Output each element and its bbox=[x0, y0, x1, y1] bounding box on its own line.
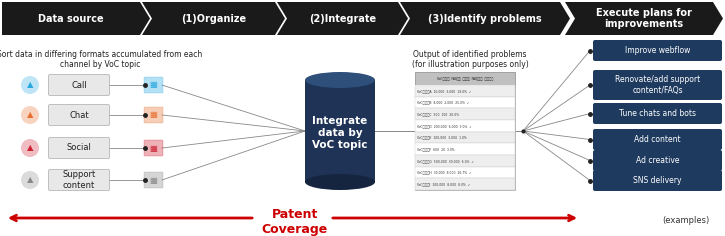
Polygon shape bbox=[565, 2, 723, 35]
Text: Chat: Chat bbox=[69, 110, 88, 119]
Text: VoCトピックB  8,000  2,000  25.0%  ✓: VoCトピックB 8,000 2,000 25.0% ✓ bbox=[417, 101, 469, 105]
Ellipse shape bbox=[305, 72, 375, 88]
Text: Patent
Coverage: Patent Coverage bbox=[262, 208, 328, 236]
Polygon shape bbox=[400, 2, 570, 35]
Text: (3)Identify problems: (3)Identify problems bbox=[428, 13, 542, 24]
Polygon shape bbox=[277, 2, 408, 35]
Text: Ad creative: Ad creative bbox=[636, 156, 679, 165]
FancyBboxPatch shape bbox=[49, 169, 109, 190]
FancyBboxPatch shape bbox=[144, 77, 163, 93]
Text: VoCトピックE  100,000  3,000  1.0%: VoCトピックE 100,000 3,000 1.0% bbox=[417, 135, 467, 139]
Text: ▦: ▦ bbox=[149, 80, 157, 89]
FancyBboxPatch shape bbox=[415, 120, 515, 132]
Polygon shape bbox=[142, 2, 285, 35]
FancyBboxPatch shape bbox=[415, 85, 515, 97]
Text: (examples): (examples) bbox=[663, 216, 710, 225]
Text: SNS delivery: SNS delivery bbox=[633, 176, 681, 185]
Text: ▲: ▲ bbox=[27, 143, 33, 152]
Text: Integrate
data by
VoC topic: Integrate data by VoC topic bbox=[312, 116, 368, 150]
Text: Execute plans for
improvements: Execute plans for improvements bbox=[596, 8, 692, 29]
Text: ▦: ▦ bbox=[149, 176, 157, 185]
Text: (2)Integrate: (2)Integrate bbox=[309, 13, 376, 24]
FancyBboxPatch shape bbox=[144, 172, 163, 188]
FancyBboxPatch shape bbox=[415, 132, 515, 143]
Text: Sort data in differing formats accumulated from each
channel by VoC topic: Sort data in differing formats accumulat… bbox=[0, 50, 202, 69]
Circle shape bbox=[21, 139, 39, 157]
Text: VoCトピックC  500  100  20.0%: VoCトピックC 500 100 20.0% bbox=[417, 112, 459, 116]
Text: VoCトピックD  200,000  6,000  3.0%  ✓: VoCトピックD 200,000 6,000 3.0% ✓ bbox=[417, 124, 472, 128]
Text: Add content: Add content bbox=[634, 135, 681, 144]
FancyBboxPatch shape bbox=[415, 108, 515, 120]
FancyBboxPatch shape bbox=[415, 72, 515, 190]
Text: VoCトピックH  30,000  8,000  26.7%  ✓: VoCトピックH 30,000 8,000 26.7% ✓ bbox=[417, 170, 471, 174]
Text: Tune chats and bots: Tune chats and bots bbox=[619, 109, 696, 118]
FancyBboxPatch shape bbox=[49, 138, 109, 159]
Text: VoCトピックA  10,000  3,000  19.0%  ✓: VoCトピックA 10,000 3,000 19.0% ✓ bbox=[417, 89, 471, 93]
Text: VoCトピックF  600  20  3.0%: VoCトピックF 600 20 3.0% bbox=[417, 147, 455, 151]
FancyBboxPatch shape bbox=[593, 170, 722, 191]
FancyBboxPatch shape bbox=[593, 103, 722, 124]
Text: ▦: ▦ bbox=[149, 110, 157, 119]
Text: VoCトピック  FAQ数量  入電件数  FAQ活用率  改善フラグ: VoCトピック FAQ数量 入電件数 FAQ活用率 改善フラグ bbox=[437, 76, 493, 80]
FancyBboxPatch shape bbox=[415, 143, 515, 155]
Text: Support
content: Support content bbox=[62, 170, 96, 190]
Text: Improve webflow: Improve webflow bbox=[625, 46, 690, 55]
Text: VoCトピックI  100,000  8,000  8.0%  ✓: VoCトピックI 100,000 8,000 8.0% ✓ bbox=[417, 182, 471, 186]
FancyBboxPatch shape bbox=[49, 105, 109, 126]
Text: Data source: Data source bbox=[38, 13, 104, 24]
Circle shape bbox=[21, 76, 39, 94]
FancyBboxPatch shape bbox=[305, 80, 375, 182]
Text: Social: Social bbox=[67, 143, 91, 152]
Text: ▲: ▲ bbox=[27, 80, 33, 89]
FancyBboxPatch shape bbox=[415, 155, 515, 167]
FancyBboxPatch shape bbox=[49, 75, 109, 96]
FancyBboxPatch shape bbox=[144, 107, 163, 123]
Text: ▦: ▦ bbox=[149, 143, 157, 152]
Ellipse shape bbox=[305, 174, 375, 190]
Circle shape bbox=[21, 106, 39, 124]
Text: ▲: ▲ bbox=[27, 110, 33, 119]
FancyBboxPatch shape bbox=[415, 178, 515, 190]
FancyBboxPatch shape bbox=[144, 140, 163, 156]
FancyBboxPatch shape bbox=[415, 72, 515, 85]
Polygon shape bbox=[2, 2, 150, 35]
Text: Renovate/add support
content/FAQs: Renovate/add support content/FAQs bbox=[615, 75, 700, 95]
FancyBboxPatch shape bbox=[593, 70, 722, 100]
FancyBboxPatch shape bbox=[593, 150, 722, 171]
FancyBboxPatch shape bbox=[415, 167, 515, 178]
FancyBboxPatch shape bbox=[415, 97, 515, 108]
FancyBboxPatch shape bbox=[593, 40, 722, 61]
Text: VoCトピックG  500,000  30,000  6.0%  ✓: VoCトピックG 500,000 30,000 6.0% ✓ bbox=[417, 159, 474, 163]
Text: Output of identified problems
(for illustration purposes only): Output of identified problems (for illus… bbox=[412, 50, 529, 69]
Circle shape bbox=[21, 171, 39, 189]
Text: (1)Organize: (1)Organize bbox=[181, 13, 246, 24]
Text: Call: Call bbox=[71, 80, 87, 89]
FancyBboxPatch shape bbox=[593, 129, 722, 150]
Text: ▲: ▲ bbox=[27, 176, 33, 185]
